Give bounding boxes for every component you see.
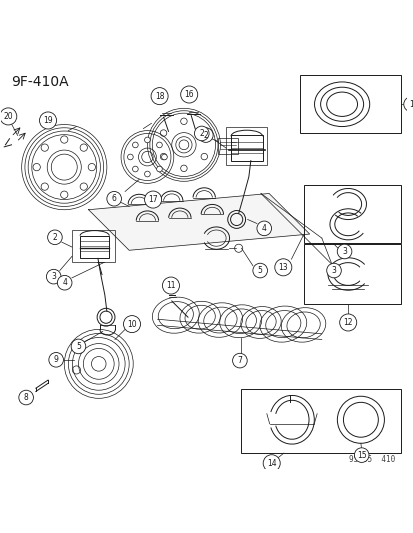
Circle shape xyxy=(60,191,68,198)
Text: 15: 15 xyxy=(356,450,366,459)
Circle shape xyxy=(234,244,242,252)
Circle shape xyxy=(123,316,140,333)
Circle shape xyxy=(39,112,57,129)
Circle shape xyxy=(256,221,271,236)
Circle shape xyxy=(232,353,247,368)
Text: 2: 2 xyxy=(199,129,204,138)
Circle shape xyxy=(144,191,161,208)
Circle shape xyxy=(132,142,138,148)
Circle shape xyxy=(274,259,291,276)
Text: 95155  410: 95155 410 xyxy=(348,456,394,464)
Circle shape xyxy=(179,140,188,150)
Circle shape xyxy=(19,390,33,405)
Text: 3: 3 xyxy=(341,247,346,256)
Text: 8: 8 xyxy=(24,393,28,402)
Text: 13: 13 xyxy=(278,263,287,272)
Circle shape xyxy=(41,144,48,151)
Circle shape xyxy=(71,339,85,354)
Circle shape xyxy=(57,276,72,290)
Text: 11: 11 xyxy=(166,281,175,290)
Bar xyxy=(218,139,238,154)
Text: 5: 5 xyxy=(76,342,81,351)
Circle shape xyxy=(41,183,48,190)
Text: 2: 2 xyxy=(203,131,208,140)
Circle shape xyxy=(47,230,62,245)
Circle shape xyxy=(354,448,368,463)
Text: 5: 5 xyxy=(257,266,262,275)
Text: 12: 12 xyxy=(343,318,352,327)
Circle shape xyxy=(263,455,280,472)
Text: 3: 3 xyxy=(331,266,336,275)
Circle shape xyxy=(0,108,17,125)
Text: 20: 20 xyxy=(3,112,13,121)
Text: 4: 4 xyxy=(261,224,266,233)
Circle shape xyxy=(107,191,121,206)
Text: 10: 10 xyxy=(127,320,136,329)
Text: 19: 19 xyxy=(43,116,53,125)
Bar xyxy=(303,185,400,243)
Text: 18: 18 xyxy=(154,92,164,101)
Circle shape xyxy=(33,164,40,171)
Circle shape xyxy=(403,97,413,111)
Circle shape xyxy=(80,183,87,190)
Circle shape xyxy=(194,126,209,141)
Text: 6: 6 xyxy=(112,194,116,203)
Text: 9F-410A: 9F-410A xyxy=(12,75,69,89)
Text: 9: 9 xyxy=(54,356,59,364)
Circle shape xyxy=(198,128,213,142)
Circle shape xyxy=(337,244,351,259)
Circle shape xyxy=(201,130,207,136)
Bar xyxy=(299,75,400,133)
Bar xyxy=(230,135,262,160)
Bar xyxy=(72,230,115,262)
Polygon shape xyxy=(88,193,309,251)
Text: 16: 16 xyxy=(184,90,194,99)
Text: 7: 7 xyxy=(237,356,242,365)
Circle shape xyxy=(339,314,356,331)
Circle shape xyxy=(156,166,162,172)
Circle shape xyxy=(144,171,150,177)
Circle shape xyxy=(201,154,207,160)
Text: 4: 4 xyxy=(62,278,67,287)
Circle shape xyxy=(180,165,187,172)
Circle shape xyxy=(252,263,267,278)
Bar xyxy=(80,236,109,259)
Circle shape xyxy=(144,137,150,143)
Circle shape xyxy=(180,86,197,103)
Circle shape xyxy=(160,154,166,160)
Circle shape xyxy=(49,352,63,367)
Text: 3: 3 xyxy=(51,272,56,281)
Circle shape xyxy=(151,87,168,104)
Circle shape xyxy=(156,142,162,148)
Circle shape xyxy=(80,144,87,151)
Text: 17: 17 xyxy=(148,195,157,204)
Bar xyxy=(225,127,267,165)
Circle shape xyxy=(60,136,68,143)
Text: 14: 14 xyxy=(266,459,276,468)
Circle shape xyxy=(180,118,187,125)
Circle shape xyxy=(326,263,340,278)
Bar xyxy=(240,389,400,453)
Circle shape xyxy=(161,154,167,160)
Circle shape xyxy=(160,130,166,136)
Circle shape xyxy=(127,154,133,160)
Circle shape xyxy=(46,269,61,284)
Text: 1: 1 xyxy=(408,100,413,109)
Text: 2: 2 xyxy=(52,233,57,242)
Circle shape xyxy=(88,164,95,171)
Circle shape xyxy=(162,277,179,294)
Bar xyxy=(303,244,400,304)
Circle shape xyxy=(132,166,138,172)
